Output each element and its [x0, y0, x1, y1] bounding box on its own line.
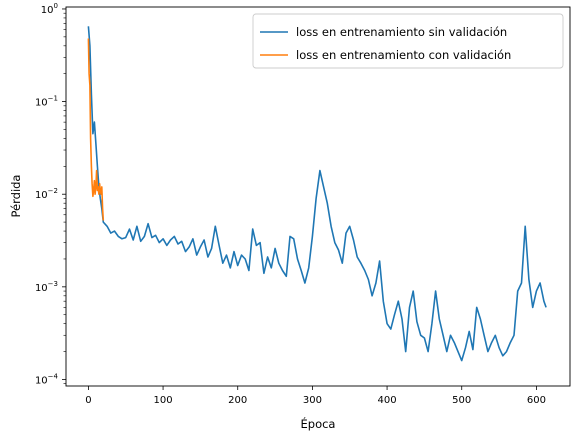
y-tick-label: 10−4	[35, 372, 59, 386]
y-axis-label: Pérdida	[9, 175, 23, 218]
series-line-con-validacion	[87, 38, 105, 221]
x-axis: 0 100 200 300 400 500 600	[85, 386, 546, 406]
x-tick-label: 400	[378, 395, 397, 406]
legend: loss en entrenamiento sin validación los…	[252, 13, 564, 69]
x-tick-label: 200	[228, 395, 247, 406]
y-tick-label: 10−2	[35, 187, 58, 201]
y-tick-label: 10−1	[35, 95, 58, 109]
x-axis-label: Época	[301, 416, 336, 431]
y-axis: 10−4 10−3 10−2 10−1 100	[35, 2, 66, 386]
x-tick-label: 600	[527, 395, 546, 406]
x-tick-label: 0	[85, 395, 91, 406]
x-tick-label: 300	[303, 395, 322, 406]
legend-label-con-validacion: loss en entrenamiento con validación	[296, 48, 511, 62]
y-tick-label: 10−3	[35, 280, 58, 294]
legend-box	[252, 13, 564, 69]
x-tick-label: 500	[452, 395, 471, 406]
series-line-sin-validacion	[87, 26, 547, 362]
legend-label-sin-validacion: loss en entrenamiento sin validación	[296, 25, 507, 39]
x-tick-label: 100	[154, 395, 173, 406]
plot-area	[87, 26, 547, 362]
axes-frame	[65, 6, 571, 387]
y-tick-label: 100	[41, 2, 58, 16]
